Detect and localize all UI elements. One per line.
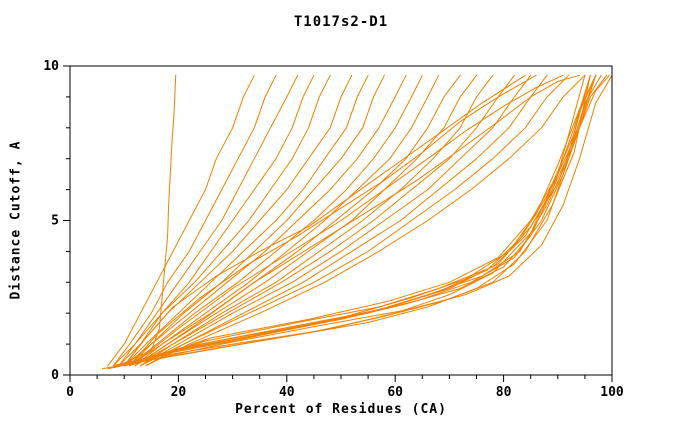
model-curve (145, 74, 586, 367)
x-tick-label: 20 (171, 385, 187, 400)
chart-title: T1017s2-D1 (293, 14, 389, 30)
model-curve (129, 74, 385, 367)
model-curve (118, 74, 299, 367)
model-curve (134, 74, 515, 367)
y-tick-label: 0 (51, 368, 59, 383)
model-curve (123, 74, 612, 367)
model-curve (134, 74, 440, 367)
model-curve (112, 74, 591, 368)
model-curve (123, 74, 407, 367)
x-tick-label: 60 (387, 385, 403, 400)
model-curve (134, 74, 564, 364)
model-curve (129, 74, 461, 367)
model-curve (129, 74, 423, 367)
model-curve (140, 74, 570, 367)
model-curve (123, 74, 369, 367)
x-tick-label: 40 (279, 385, 295, 400)
model-curve (118, 74, 177, 367)
model-curve (118, 74, 597, 367)
model-curve (112, 74, 277, 367)
model-curve (123, 74, 526, 367)
model-curve (134, 74, 477, 367)
model-curve (102, 74, 586, 370)
model-curve (112, 74, 331, 367)
model-curve (140, 74, 580, 364)
x-tick-label: 80 (496, 385, 512, 400)
x-tick-label: 100 (600, 385, 624, 400)
model-curve (123, 74, 315, 367)
model-curve (129, 74, 537, 367)
model-curve (129, 74, 610, 367)
model-curve (107, 74, 255, 367)
model-curves-group (102, 74, 612, 370)
x-axis-label: Percent of Residues (CA) (235, 402, 447, 417)
x-tick-label: 0 (66, 385, 74, 400)
y-tick-label: 10 (43, 59, 59, 74)
y-tick-label: 5 (51, 214, 59, 229)
model-curve (140, 74, 532, 367)
model-curve (145, 74, 548, 367)
